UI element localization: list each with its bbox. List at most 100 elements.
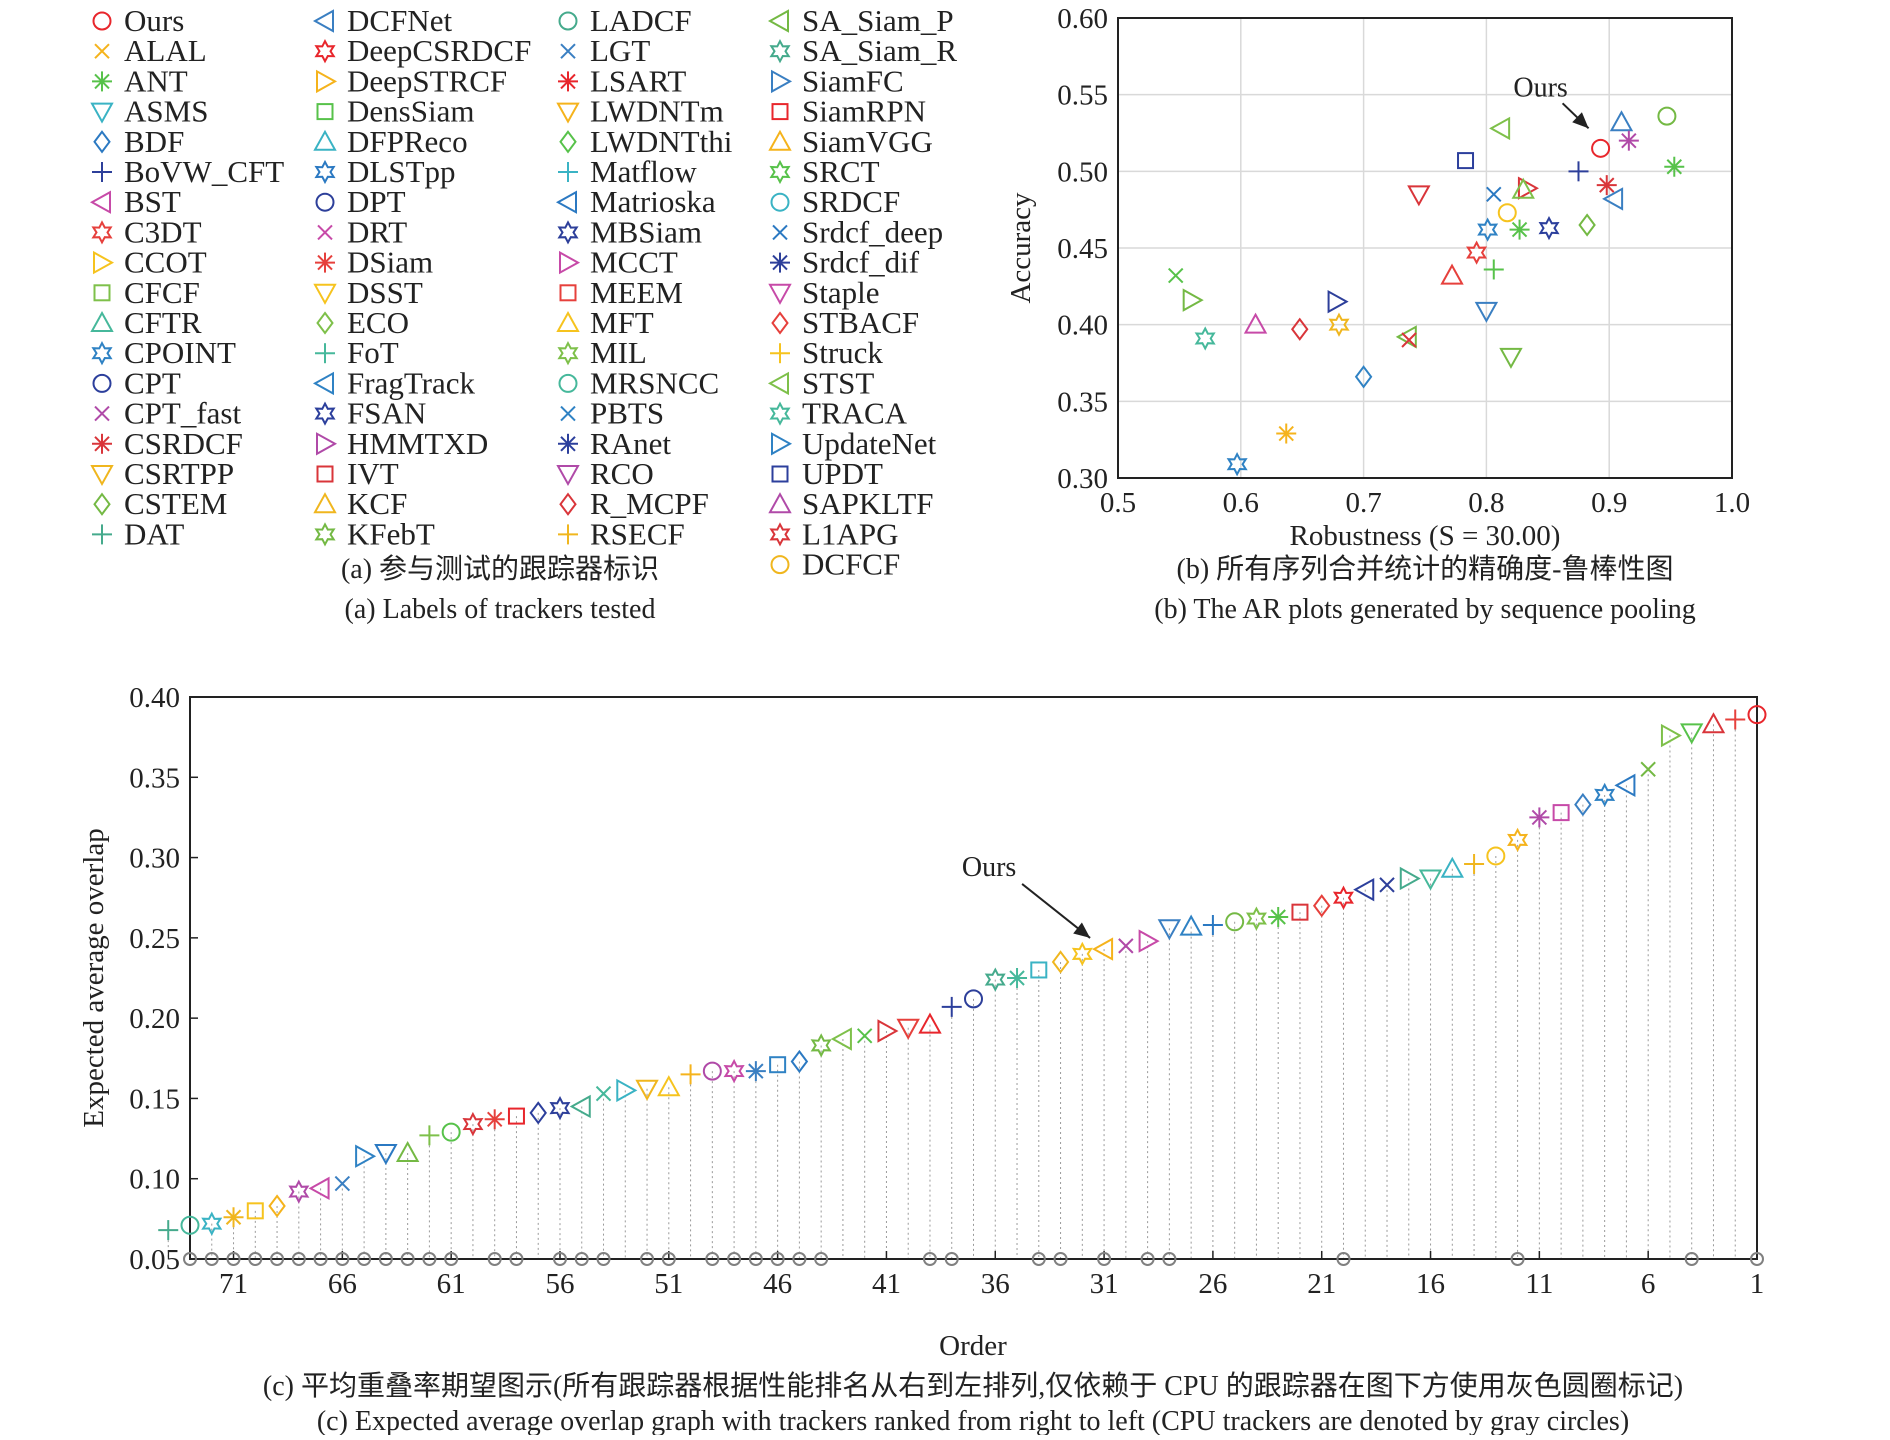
eao-cpu-marker <box>378 1252 393 1266</box>
legend-label: LADCF <box>590 3 692 38</box>
ar-point <box>1486 186 1502 203</box>
eao-point <box>745 1061 766 1082</box>
legend-label: KCF <box>347 486 407 521</box>
eao-cpu-marker <box>291 1252 306 1266</box>
legend-marker-icon <box>92 162 112 182</box>
eao-point <box>1594 782 1616 808</box>
legend-marker-icon <box>771 69 793 94</box>
legend-label: STBACF <box>802 305 919 340</box>
legend-label: SiamVGG <box>802 124 933 159</box>
legend-label: CPT <box>124 365 181 400</box>
eao-point <box>484 1109 505 1130</box>
legend-label: FoT <box>347 335 399 370</box>
eao-cpu-marker <box>596 1252 611 1266</box>
legend-marker-icon <box>93 250 115 275</box>
ar-ytick-label: 0.45 <box>1057 233 1108 265</box>
eao-xtick-label: 26 <box>1198 1268 1227 1300</box>
eao-cpu-marker <box>748 1252 763 1266</box>
ar-point <box>1591 138 1611 158</box>
eao-xlabel: Order <box>939 1330 1007 1362</box>
caption-a-cn: (a) 参与测试的跟踪器标识 <box>341 553 659 585</box>
eao-plot: 71 66 61 56 51 46 41 36 31 26 21 16 11 6 10.050.100.15… <box>78 682 1767 1362</box>
eao-annotation-label: Ours <box>962 852 1016 883</box>
eao-point <box>1157 919 1182 941</box>
legend-label: ALAL <box>124 33 207 68</box>
legend-marker-icon <box>316 103 334 121</box>
ar-point <box>1664 156 1685 177</box>
legend-marker-icon <box>768 283 792 305</box>
ar-ytick-label: 0.50 <box>1057 156 1108 188</box>
legend-label: MBSiam <box>590 214 702 249</box>
eao-point <box>268 1194 286 1218</box>
legend-marker-icon <box>771 432 793 456</box>
legend-label: Matflow <box>590 154 697 189</box>
ar-point <box>1407 185 1431 207</box>
eao-point <box>288 1179 310 1204</box>
ar-point <box>1474 301 1499 323</box>
ar-annotation: Ours <box>1513 72 1590 130</box>
caption-c-en: (c) Expected average overlap graph with … <box>317 1406 1629 1435</box>
eao-point <box>1747 705 1767 725</box>
eao-cpu-marker <box>422 1252 437 1266</box>
eao-ytick-label: 0.05 <box>129 1244 180 1276</box>
eao-point <box>595 1085 612 1102</box>
legend-label: CFTR <box>124 305 202 340</box>
eao-cpu-marker <box>313 1252 328 1266</box>
legend-label: ASMS <box>124 94 208 129</box>
eao-points <box>158 705 1767 1241</box>
eao-cpu-marker <box>487 1252 502 1266</box>
legend-marker-icon <box>315 192 335 212</box>
eao-point <box>419 1125 440 1146</box>
eao-cpu-marker <box>922 1252 937 1266</box>
eao-point <box>529 1101 547 1125</box>
eao-cpu-marker <box>770 1252 785 1266</box>
legend-label: PBTS <box>590 396 664 431</box>
legend-label: Matrioska <box>590 184 716 219</box>
ar-xtick-label: 1.0 <box>1714 487 1750 519</box>
ar-ticks: 0.5 0.6 0.7 0.8 0.9 1.0 0.30 0.35 0.40 0.45 0.50 0.… <box>1057 3 1750 519</box>
legend-marker-icon <box>314 39 336 64</box>
eao-point <box>657 1075 681 1097</box>
legend-label: CPT_fast <box>124 396 242 431</box>
eao-point <box>1071 941 1093 967</box>
legend-label: MFT <box>590 305 654 340</box>
eao-point <box>201 1211 223 1236</box>
eao-cpu-marker <box>1031 1252 1046 1266</box>
legend-marker-icon <box>770 192 790 212</box>
eao-cpu-marker <box>1336 1252 1351 1266</box>
legend-label: SiamRPN <box>802 94 926 129</box>
legend-marker-icon <box>315 252 335 273</box>
eao-cpu-marker <box>1162 1252 1177 1266</box>
ar-point <box>1401 332 1417 348</box>
legend-marker-icon <box>557 220 579 245</box>
ar-point <box>1290 317 1309 341</box>
ar-point <box>1477 217 1499 242</box>
eao-point <box>1529 807 1550 828</box>
legend-marker-icon <box>558 11 578 31</box>
eao-point <box>810 1033 832 1058</box>
legend-marker-icon <box>92 71 112 92</box>
legend-marker-icon <box>556 102 580 124</box>
legend-label: ECO <box>347 305 409 340</box>
eao-point <box>856 1028 873 1044</box>
eao-point <box>616 1078 638 1103</box>
ar-xtick-label: 0.9 <box>1591 487 1627 519</box>
ar-point <box>1568 161 1589 182</box>
legend-marker-icon <box>769 159 791 185</box>
legend-label: HMMTXD <box>347 426 488 461</box>
legend-marker-icon <box>94 405 110 422</box>
legend-label: SiamFC <box>802 63 904 98</box>
legend-label: UPDT <box>802 456 883 491</box>
legend-marker-icon <box>771 103 789 121</box>
legend-marker-icon <box>92 373 112 393</box>
legend-label: DRT <box>347 214 407 249</box>
legend-marker-icon <box>317 224 333 241</box>
legend-label: CPOINT <box>124 335 236 370</box>
eao-cpu-markers <box>183 1252 1764 1266</box>
eao-xtick-label: 46 <box>763 1268 792 1300</box>
legend-marker-icon <box>316 69 338 94</box>
ar-xtick-label: 0.8 <box>1468 487 1504 519</box>
legend-marker-icon <box>768 129 792 151</box>
legend-marker-icon <box>313 492 337 514</box>
tracker-legend: OursALALANTASMSBDFBoVW_CFTBSTC3DTCCOTCFC… <box>89 3 957 582</box>
